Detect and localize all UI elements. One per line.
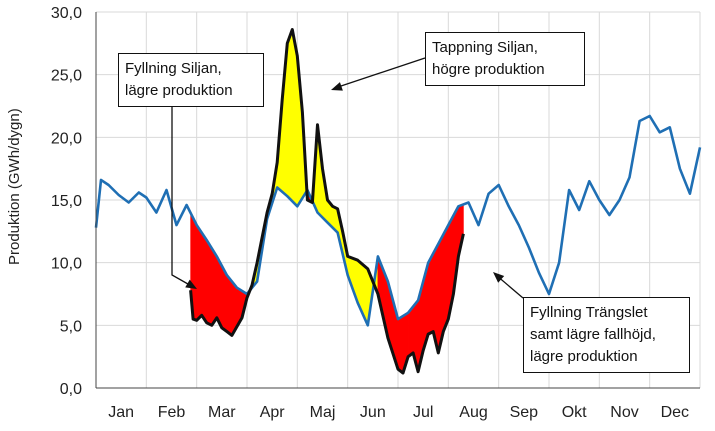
- x-tick-label: Feb: [158, 404, 186, 421]
- fill-lower-segment: [226, 274, 233, 336]
- series-lines: [94, 28, 702, 375]
- callout-line: Fyllning Trängslet: [530, 304, 648, 321]
- y-tick-label: 30,0: [51, 5, 82, 22]
- x-tick-label: Maj: [310, 404, 336, 421]
- fill-higher-segment: [286, 29, 293, 202]
- arrow-fyllning-trangslet-head: [493, 272, 505, 283]
- fill-lower-segment: [201, 231, 208, 324]
- y-tick-label: 5,0: [60, 318, 82, 335]
- fill-lower-segment: [397, 315, 404, 374]
- x-tick-label: Mar: [208, 404, 236, 421]
- arrow-fyllning-siljan: [171, 104, 196, 289]
- x-tick-label: Aug: [459, 404, 487, 421]
- x-tick-label: Okt: [562, 404, 587, 421]
- callout-line: lägre produktion: [125, 82, 233, 99]
- fill-lower-segment: [407, 305, 414, 358]
- arrow-tappning-siljan: [334, 57, 426, 89]
- arrow-tappning-siljan-head: [331, 82, 343, 91]
- axes: [95, 12, 700, 389]
- x-tick-labels: Jan Feb Mar Apr Maj Jun Jul Aug Sep Okt Nov Dec: [108, 404, 689, 421]
- y-tick-labels: 0,0 5,0 10,0 15,0 20,0 25,0 30,0: [51, 5, 82, 398]
- fill-lower-segment: [206, 239, 213, 326]
- callout-line: samt lägre fallhöjd,: [530, 326, 656, 343]
- series-line-blue: [94, 114, 702, 327]
- callout-tappning-siljan: Tappning Siljan, högre produktion: [425, 32, 585, 86]
- x-tick-label: Jul: [413, 404, 433, 421]
- series-line-black: [189, 28, 465, 375]
- callout-line: Fyllning Siljan,: [125, 60, 222, 77]
- annotation-arrows: [171, 57, 524, 299]
- y-tick-label: 25,0: [51, 68, 82, 85]
- fill-lower-segment: [196, 224, 202, 322]
- y-tick-label: 15,0: [51, 193, 82, 210]
- x-tick-label: Jan: [108, 404, 134, 421]
- x-tick-label: Sep: [510, 404, 539, 421]
- y-tick-label: 10,0: [51, 256, 82, 273]
- callout-fyllning-siljan: Fyllning Siljan, lägre produktion: [118, 53, 264, 107]
- arrow-fyllning-siljan-head: [185, 279, 197, 289]
- callout-fyllning-trangslet: Fyllning Trängslet samt lägre fallhöjd, …: [523, 297, 690, 373]
- x-tick-label: Apr: [260, 404, 286, 421]
- y-tick-label: 20,0: [51, 130, 82, 147]
- fill-lower-segment: [211, 247, 218, 327]
- x-tick-label: Nov: [610, 404, 638, 421]
- y-axis-label: Produktion (GWh/dygn): [6, 108, 23, 265]
- callout-line: högre produktion: [432, 61, 545, 78]
- fill-lower-segment: [192, 217, 197, 321]
- x-tick-label: Jun: [360, 404, 386, 421]
- y-tick-label: 0,0: [60, 381, 82, 398]
- fill-lower-segment: [427, 253, 434, 335]
- callout-line: Tappning Siljan,: [432, 39, 538, 56]
- callout-line: lägre produktion: [530, 348, 638, 365]
- x-tick-label: Dec: [661, 404, 689, 421]
